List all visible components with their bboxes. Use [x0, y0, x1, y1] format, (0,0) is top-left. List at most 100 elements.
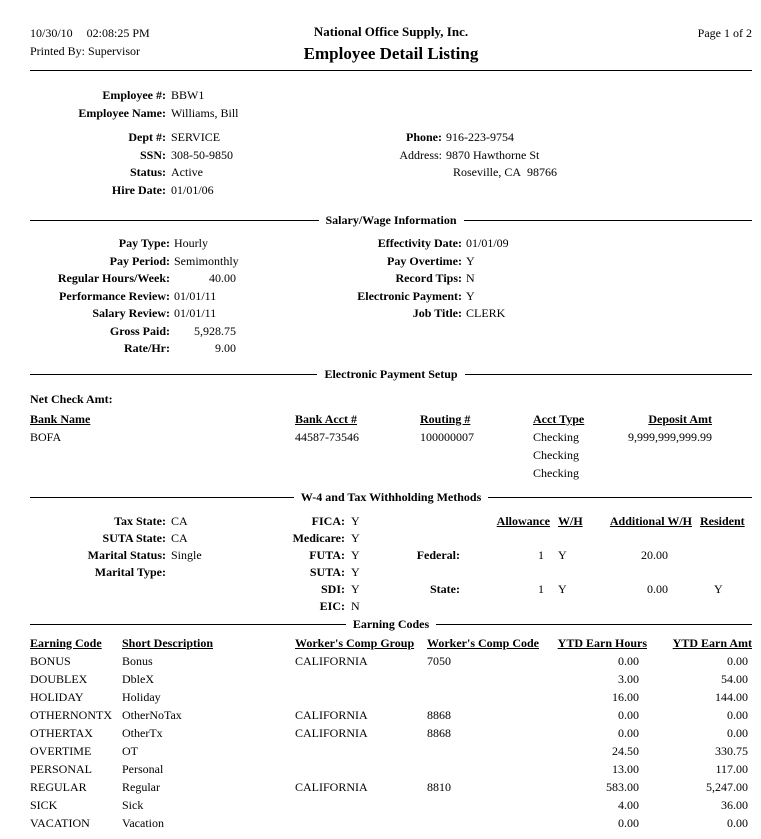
earnings-row: PERSONAL Personal 13.00 117.00 — [30, 760, 752, 778]
federal-label: Federal: — [416, 547, 460, 562]
short-description-cell: Regular — [122, 779, 160, 794]
withholding-table: Allowance W/H Additional W/H Resident Fe… — [408, 513, 752, 615]
tax-state-value: CA — [171, 513, 188, 528]
earning-code-cell: HOLIDAY — [30, 689, 84, 704]
regular-hours-row: Regular Hours/Week: 40.00 — [30, 270, 320, 288]
salary-section: Pay Type: Hourly Pay Period: Semimonthly… — [30, 235, 752, 358]
routing-header: Routing # — [420, 411, 471, 426]
marital-status-value: Single — [171, 547, 202, 562]
comp-code-cell — [427, 796, 552, 814]
earnings-row: REGULAR Regular CALIFORNIA 8810 583.00 5… — [30, 778, 752, 796]
state-allowance: 1 — [538, 581, 544, 596]
pay-overtime-value: Y — [466, 253, 475, 268]
salary-left-column: Pay Type: Hourly Pay Period: Semimonthly… — [30, 235, 320, 358]
divider-line — [30, 496, 294, 498]
acct-type-cell: Checking — [533, 447, 579, 462]
tax-state-label: Tax State: — [114, 513, 166, 528]
short-description-cell: Bonus — [122, 653, 153, 668]
phone-row: Phone: 916-223-9754 — [370, 129, 557, 147]
comp-group-header: Worker's Comp Group — [295, 635, 415, 650]
w4-middle-column: FICA: Y Medicare: Y FUTA: Y SUTA: Y SDI:… — [260, 513, 408, 615]
regular-hours-value: 40.00 — [209, 271, 236, 285]
printed-by-value: Supervisor — [88, 44, 141, 58]
pay-period-label: Pay Period: — [109, 253, 170, 268]
bank-name-cell — [30, 464, 295, 482]
fica-value: Y — [351, 513, 360, 528]
gross-paid-row: Gross Paid: 5,928.75 — [30, 323, 320, 341]
phone-label: Phone: — [406, 130, 442, 144]
salary-review-row: Salary Review: 01/01/11 — [30, 305, 320, 323]
bank-name-header: Bank Name — [30, 411, 91, 426]
record-tips-value: N — [466, 271, 475, 285]
withholding-header-row: Allowance W/H Additional W/H Resident — [408, 513, 752, 547]
report-header-left: 10/30/10 02:08:25 PM Printed By: Supervis… — [30, 24, 290, 60]
earning-code-cell: OTHERNONTX — [30, 707, 112, 722]
state-wh: Y — [558, 581, 567, 596]
ytd-hours-cell: 4.00 — [618, 797, 639, 812]
ytd-amt-cell: 0.00 — [727, 815, 748, 830]
ytd-hours-cell: 0.00 — [618, 707, 639, 722]
performance-review-value: 01/01/11 — [174, 288, 217, 303]
comp-code-cell: 7050 — [427, 653, 451, 668]
ytd-hours-cell: 583.00 — [606, 779, 639, 794]
job-title-row: Job Title: CLERK — [320, 305, 509, 323]
status-row: Status: Active — [30, 164, 370, 182]
suta-state-label: SUTA State: — [102, 530, 166, 545]
rate-hr-label: Rate/Hr: — [124, 341, 170, 355]
earning-code-header: Earning Code — [30, 635, 102, 650]
comp-group-cell: CALIFORNIA — [295, 653, 368, 668]
hire-date-value: 01/01/06 — [171, 182, 214, 197]
divider-line — [30, 623, 346, 625]
suta-state-row: SUTA State: CA — [30, 530, 260, 547]
short-description-cell: DbleX — [122, 671, 154, 686]
hire-date-label: Hire Date: — [111, 182, 166, 197]
ytd-hours-cell: 0.00 — [618, 653, 639, 668]
federal-resident — [692, 547, 752, 581]
ytd-amt-cell: 54.00 — [721, 671, 748, 686]
effectivity-date-row: Effectivity Date: 01/01/09 — [320, 235, 509, 253]
comp-group-cell — [295, 760, 427, 778]
sdi-label: SDI: — [320, 581, 345, 596]
futa-row: FUTA: Y — [260, 547, 408, 564]
medicare-row: Medicare: Y — [260, 530, 408, 547]
fica-row: FICA: Y — [260, 513, 408, 530]
deposit-amt-cell: 9,999,999,999.99 — [628, 429, 712, 444]
short-description-cell: Holiday — [122, 689, 161, 704]
comp-code-cell — [427, 688, 552, 706]
earnings-table: Earning Code Short Description Worker's … — [30, 634, 752, 832]
dept-value: SERVICE — [171, 130, 221, 144]
record-tips-label: Record Tips: — [395, 271, 462, 285]
marital-status-row: Marital Status: Single — [30, 547, 260, 564]
comp-group-cell: CALIFORNIA — [295, 725, 368, 740]
acct-type-cell: Checking — [533, 429, 579, 444]
ssn-row: SSN: 308-50-9850 — [30, 147, 370, 165]
company-name: National Office Supply, Inc. — [313, 24, 469, 39]
ytd-amt-cell: 36.00 — [721, 797, 748, 812]
effectivity-date-value: 01/01/09 — [466, 236, 509, 250]
divider-line — [463, 220, 752, 221]
effectivity-date-label: Effectivity Date: — [377, 236, 462, 250]
state-row: State: 1 Y 0.00 Y — [408, 581, 752, 615]
regular-hours-label: Regular Hours/Week: — [57, 271, 170, 285]
address-line2: Roseville, CA 98766 — [453, 165, 557, 179]
employee-number-label: Employee #: — [102, 88, 166, 102]
salary-section-heading: Salary/Wage Information — [325, 213, 457, 227]
ytd-hours-cell: 3.00 — [618, 671, 639, 686]
electronic-payment-label: Electronic Payment: — [357, 288, 462, 303]
short-description-cell: OtherNoTax — [122, 707, 182, 722]
comp-code-cell — [427, 742, 552, 760]
earning-code-cell: REGULAR — [30, 779, 87, 794]
salary-right-column: Effectivity Date: 01/01/09 Pay Overtime:… — [320, 235, 509, 358]
deposit-amt-header: Deposit Amt — [648, 411, 712, 426]
wh-header: W/H — [558, 513, 583, 528]
phone-value: 916-223-9754 — [446, 130, 514, 144]
job-title-value: CLERK — [466, 306, 506, 320]
empty-cell — [408, 513, 460, 547]
pay-type-row: Pay Type: Hourly — [30, 235, 320, 253]
suta-value: Y — [351, 564, 360, 579]
page-number: Page 1 of 2 — [697, 26, 752, 40]
gross-paid-value: 5,928.75 — [194, 323, 236, 338]
ytd-amt-cell: 0.00 — [727, 707, 748, 722]
bank-name-cell: BOFA — [30, 429, 62, 444]
deposit-amt-cell — [613, 464, 712, 482]
